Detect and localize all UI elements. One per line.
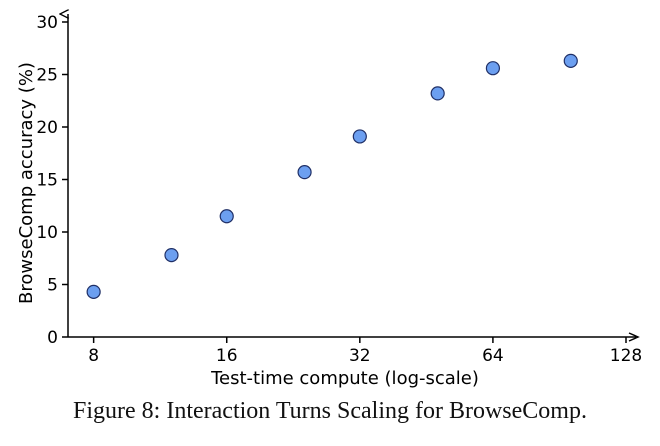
scatter-chart: 0 5 10 15 20 25 30 8 16 32 64 128 Test-time compute… [16, 0, 642, 389]
y-tick-label: 20 [36, 118, 58, 138]
y-tick-label: 0 [47, 328, 58, 348]
data-point [86, 284, 101, 299]
y-tick-label: 10 [36, 223, 58, 243]
data-point [485, 61, 501, 76]
data-point [219, 209, 234, 224]
data-point [352, 129, 367, 144]
data-point [563, 53, 578, 68]
x-tick-label: 64 [482, 346, 504, 366]
data-point [164, 248, 179, 263]
figure-caption: Figure 8: Interaction Turns Scaling for … [73, 398, 587, 424]
x-axis-title: Test-time compute (log-scale) [210, 368, 479, 389]
x-tick-label: 16 [216, 346, 238, 366]
x-tick-label: 128 [610, 346, 642, 366]
x-tick-label: 8 [88, 346, 99, 366]
y-tick-label: 15 [36, 171, 58, 191]
y-tick-label: 25 [36, 66, 58, 86]
data-points [86, 53, 578, 299]
ticks: 0 5 10 15 20 25 30 8 16 32 64 128 [36, 13, 642, 366]
axes [68, 14, 640, 342]
x-axis-arrowhead [628, 332, 640, 342]
y-tick-label: 30 [36, 13, 58, 33]
y-tick-label: 5 [47, 276, 58, 296]
x-tick-label: 32 [349, 346, 371, 366]
data-point [297, 165, 312, 180]
data-point [430, 86, 445, 101]
y-axis-title: BrowseComp accuracy (%) [16, 62, 37, 304]
